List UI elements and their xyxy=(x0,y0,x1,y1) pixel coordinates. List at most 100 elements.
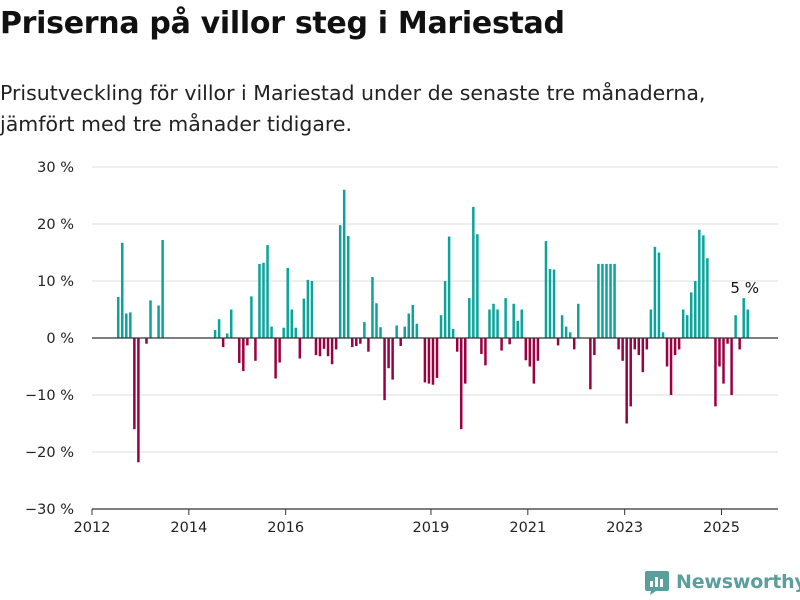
bar xyxy=(346,235,350,338)
bar xyxy=(669,338,673,395)
bar xyxy=(617,338,620,350)
bar xyxy=(468,298,471,338)
bar xyxy=(298,338,302,359)
gridlines xyxy=(92,166,778,453)
bar xyxy=(577,303,580,338)
bar xyxy=(129,312,132,338)
bar xyxy=(746,309,749,338)
bar xyxy=(476,234,479,338)
bar xyxy=(157,305,160,338)
bar xyxy=(609,263,612,338)
bar xyxy=(738,338,741,350)
bar xyxy=(665,338,669,367)
bar xyxy=(302,298,306,338)
brand-name: Newsworthy xyxy=(676,571,800,593)
chart-title: Priserna på villor steg i Mariestad xyxy=(0,6,565,41)
y-tick-label: −10 % xyxy=(25,388,74,404)
bar xyxy=(427,338,431,384)
bar xyxy=(330,338,334,365)
x-tick-label: 2012 xyxy=(74,520,111,536)
bar xyxy=(516,320,519,338)
bar xyxy=(351,338,354,348)
bar xyxy=(496,309,499,338)
bar xyxy=(459,338,463,430)
bar xyxy=(213,330,217,338)
bar xyxy=(371,277,374,338)
x-tick-label: 2021 xyxy=(509,520,546,536)
bar xyxy=(702,235,705,338)
bar xyxy=(278,338,281,363)
bar xyxy=(149,300,152,338)
bar xyxy=(391,338,394,380)
bar xyxy=(334,338,338,350)
x-tick-label: 2019 xyxy=(413,520,450,536)
bar xyxy=(742,298,745,338)
bar xyxy=(322,338,326,349)
bar xyxy=(238,338,241,364)
bar xyxy=(415,323,419,338)
bar xyxy=(677,338,681,350)
bar xyxy=(661,332,665,338)
bar xyxy=(342,189,346,338)
bar xyxy=(379,327,382,338)
chart-subtitle: Prisutveckling för villor i Mariestad un… xyxy=(0,81,706,136)
bar xyxy=(286,267,289,338)
bar xyxy=(254,338,257,361)
bar xyxy=(597,263,600,338)
bar xyxy=(451,328,455,338)
newsworthy-logo: Newsworthy xyxy=(644,569,800,595)
bar xyxy=(435,338,439,378)
bar xyxy=(568,332,572,338)
bar xyxy=(500,338,503,351)
bar xyxy=(367,338,370,352)
bar xyxy=(455,338,459,352)
bar xyxy=(548,269,552,338)
bar xyxy=(706,258,709,338)
bar xyxy=(161,239,164,338)
bar xyxy=(645,338,649,350)
bar xyxy=(572,338,576,350)
bar xyxy=(399,338,402,346)
bar xyxy=(605,263,608,338)
bars xyxy=(116,189,749,463)
bar xyxy=(488,309,491,338)
bar xyxy=(431,338,435,385)
bar xyxy=(508,338,511,345)
bar xyxy=(246,338,249,346)
y-tick-label: −30 % xyxy=(25,502,74,518)
bar xyxy=(734,315,737,338)
bar xyxy=(472,206,475,338)
bar xyxy=(528,338,532,367)
bar xyxy=(145,338,148,344)
bar xyxy=(641,338,645,373)
bar xyxy=(326,338,330,357)
bar xyxy=(613,263,616,338)
bar xyxy=(718,338,721,367)
y-tick-label: 20 % xyxy=(37,217,74,233)
bar xyxy=(560,315,564,338)
bar xyxy=(556,338,560,346)
x-tick-label: 2016 xyxy=(267,520,304,536)
bar-chart-logo-icon xyxy=(645,571,669,595)
bar xyxy=(221,338,225,348)
bar xyxy=(121,242,124,338)
bar xyxy=(403,326,406,338)
bar xyxy=(637,338,641,356)
bar xyxy=(225,333,229,338)
bar xyxy=(290,309,293,338)
bar xyxy=(629,338,632,407)
bar xyxy=(407,313,411,338)
bar xyxy=(520,309,524,338)
y-axis-tick-labels: 30 % 20 % 10 % 0 % −10 % −20 % −30 % xyxy=(25,160,74,518)
y-tick-label: 10 % xyxy=(37,274,74,290)
bar xyxy=(447,236,451,338)
bar xyxy=(137,338,140,463)
bar xyxy=(552,269,556,338)
bar xyxy=(359,338,362,344)
x-tick-label: 2023 xyxy=(606,520,643,536)
bar xyxy=(633,338,636,350)
bar xyxy=(649,309,653,338)
bar xyxy=(270,326,273,338)
x-tick-label: 2014 xyxy=(170,520,207,536)
bar xyxy=(266,245,269,338)
